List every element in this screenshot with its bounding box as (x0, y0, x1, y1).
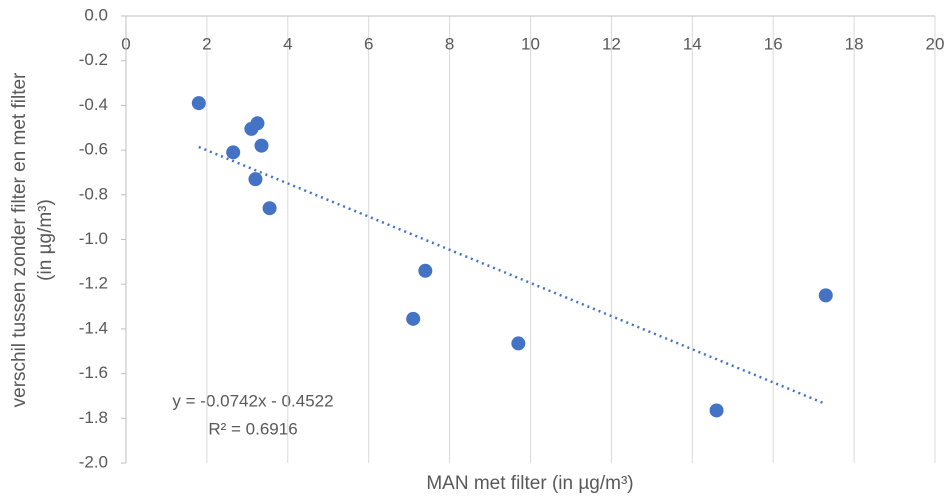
data-point (709, 403, 724, 418)
data-point (418, 263, 433, 278)
data-point (262, 201, 277, 216)
y-axis-label: (in µg/m³) (35, 199, 56, 281)
x-axis-label: MAN met filter (in µg/m³) (426, 473, 633, 494)
data-point (406, 311, 421, 326)
data-point (226, 145, 241, 160)
y-tick-label: -1.4 (79, 318, 108, 337)
x-tick-label: 14 (683, 34, 702, 53)
y-tick-label: -0.6 (79, 140, 108, 159)
y-tick-label: -1.0 (79, 229, 108, 248)
data-point (248, 172, 263, 187)
data-point (818, 288, 833, 303)
y-tick-label: -0.4 (79, 95, 108, 114)
y-tick-label: -1.2 (79, 274, 108, 293)
trendline-r-squared: R² = 0.6916 (208, 419, 297, 438)
x-tick-label: 6 (364, 34, 373, 53)
data-point (191, 96, 206, 111)
data-point (254, 138, 269, 153)
x-tick-label: 12 (602, 34, 621, 53)
x-tick-label: 2 (202, 34, 211, 53)
data-point (511, 336, 526, 351)
y-tick-label: -2.0 (79, 452, 108, 471)
x-tick-label: 20 (926, 34, 945, 53)
y-tick-label: -0.2 (79, 50, 108, 69)
y-tick-label: -1.6 (79, 363, 108, 382)
y-tick-label: 0.0 (84, 5, 108, 24)
y-tick-label: -1.8 (79, 408, 108, 427)
trendline-equation: y = -0.0742x - 0.4522 (172, 391, 333, 410)
y-axis-label: verschil tussen zonder filter en met fil… (9, 72, 30, 407)
trendline (198, 145, 827, 406)
x-tick-label: 4 (283, 34, 292, 53)
y-tick-label: -0.8 (79, 184, 108, 203)
x-tick-label: 10 (521, 34, 540, 53)
x-tick-label: 16 (764, 34, 783, 53)
x-tick-label: 18 (845, 34, 864, 53)
data-point (250, 116, 265, 131)
x-tick-label: 8 (445, 34, 454, 53)
